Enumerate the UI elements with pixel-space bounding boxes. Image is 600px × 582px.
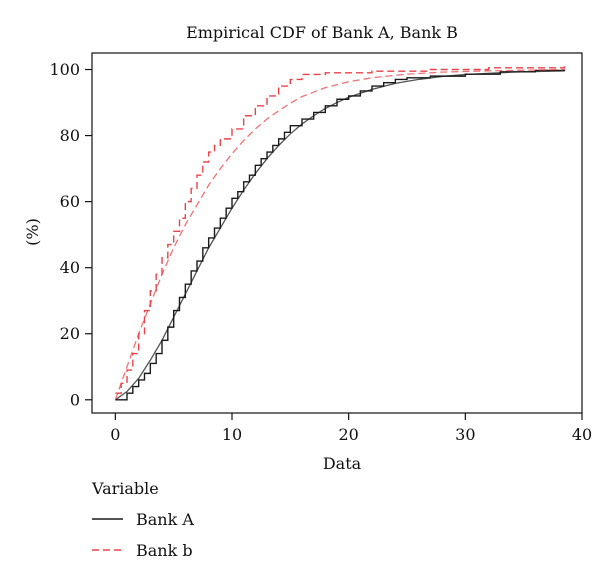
y-tick-label: 0	[70, 390, 80, 409]
y-tick-label: 80	[60, 126, 80, 145]
series-line-bank-a	[115, 69, 566, 401]
legend-title: Variable	[91, 479, 159, 498]
x-axis: 0 10 20 30 40	[110, 413, 592, 444]
series-fit-bank-b	[114, 68, 565, 401]
x-tick-label: 10	[222, 425, 242, 444]
x-tick-label: 40	[572, 425, 592, 444]
x-tick-label: 20	[338, 425, 358, 444]
legend-label-bank-b: Bank b	[136, 541, 193, 560]
y-tick-label: 60	[60, 192, 80, 211]
series-fit-bank-a	[114, 70, 565, 401]
series-layer	[114, 66, 566, 401]
plot-area	[91, 52, 583, 414]
y-tick-label: 100	[49, 60, 80, 79]
legend: Variable Bank A Bank b	[91, 479, 194, 560]
series-line-bank-b	[115, 66, 566, 394]
chart-title: Empirical CDF of Bank A, Bank B	[186, 23, 458, 42]
x-tick-label: 30	[455, 425, 475, 444]
x-tick-label: 0	[110, 425, 120, 444]
y-tick-label: 20	[60, 324, 80, 343]
x-axis-label: Data	[323, 454, 362, 473]
y-tick-label: 40	[60, 258, 80, 277]
legend-label-bank-a: Bank A	[136, 510, 194, 529]
y-axis: 0 20 40 60 80 100	[49, 60, 92, 409]
y-axis-label: (%)	[23, 218, 42, 246]
